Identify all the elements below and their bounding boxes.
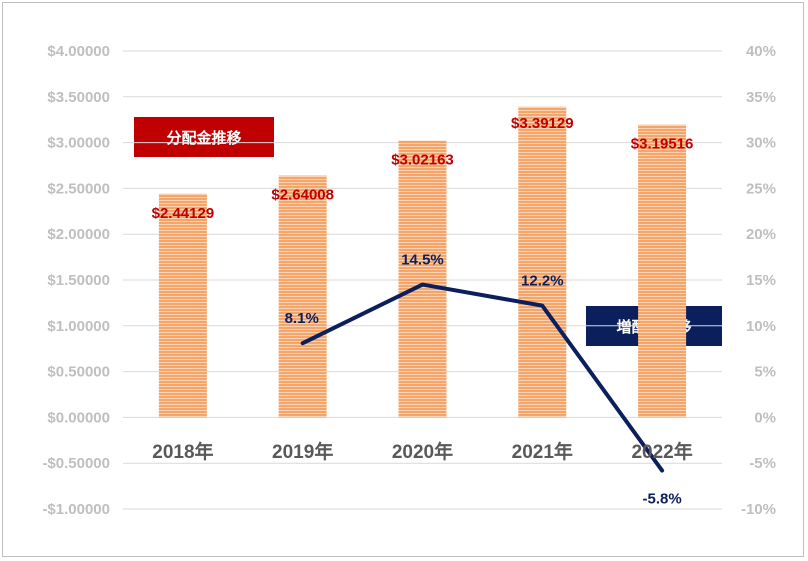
line-series: [300, 282, 665, 473]
y-left-tick-label: $3.00000: [47, 135, 110, 152]
y-left-tick-label: $1.00000: [47, 318, 110, 335]
y-right-tick-label: 35%: [746, 89, 776, 106]
y-right-tick-label: 15%: [746, 272, 776, 289]
y-right-tick-label: -10%: [741, 501, 776, 518]
bar: [518, 106, 567, 418]
y-right-tick-label: -5%: [749, 455, 776, 472]
y-left-tick-label: $0.00000: [47, 409, 110, 426]
y-right-tick-label: 5%: [754, 364, 776, 381]
x-category-label: 2019年: [272, 440, 333, 463]
x-category-label: 2018年: [152, 440, 213, 463]
bar: [158, 193, 207, 418]
bar-value-label: $3.39129: [511, 115, 574, 132]
legend-dividend-trend: 分配金推移: [134, 117, 274, 157]
line-value-label: -5.8%: [643, 491, 682, 508]
y-right-tick-label: 30%: [746, 135, 776, 152]
x-category-label: 2022年: [631, 440, 692, 463]
bar: [638, 124, 687, 418]
line-value-label: 12.2%: [521, 273, 564, 290]
y-left-tick-label: $1.50000: [47, 272, 110, 289]
y-left-tick-label: $2.50000: [47, 180, 110, 197]
y-right-tick-label: 40%: [746, 43, 776, 60]
y-left-tick-label: $3.50000: [47, 89, 110, 106]
bar-value-label: $2.44129: [152, 205, 215, 222]
x-category-label: 2021年: [512, 440, 573, 463]
y-left-tick-label: -$1.00000: [42, 501, 110, 518]
bar-value-label: $2.64008: [271, 187, 334, 204]
y-left-tick-label: $4.00000: [47, 43, 110, 60]
bar-series: [158, 106, 687, 418]
data-labels: $2.44129 $2.64008 $3.02163 $3.39129 $3.19516…: [152, 115, 694, 508]
y-left-tick-label: $2.00000: [47, 226, 110, 243]
line-value-label: 14.5%: [401, 252, 444, 269]
x-category-label: 2020年: [392, 440, 453, 463]
y-left-tick-label: $0.50000: [47, 364, 110, 381]
growth-line: [300, 282, 665, 473]
bar: [398, 140, 447, 418]
bar: [278, 175, 327, 418]
y-left-tick-label: -$0.50000: [42, 455, 110, 472]
y-right-tick-label: 0%: [754, 409, 776, 426]
bar-value-label: $3.19516: [631, 136, 694, 153]
y-right-tick-label: 20%: [746, 226, 776, 243]
bar-value-label: $3.02163: [391, 152, 454, 169]
y-right-tick-label: 25%: [746, 180, 776, 197]
y-right-tick-label: 10%: [746, 318, 776, 335]
line-value-label: 8.1%: [285, 310, 319, 327]
axis-labels: $4.00000 $3.50000 $3.00000 $2.50000 $2.00000…: [42, 43, 776, 518]
